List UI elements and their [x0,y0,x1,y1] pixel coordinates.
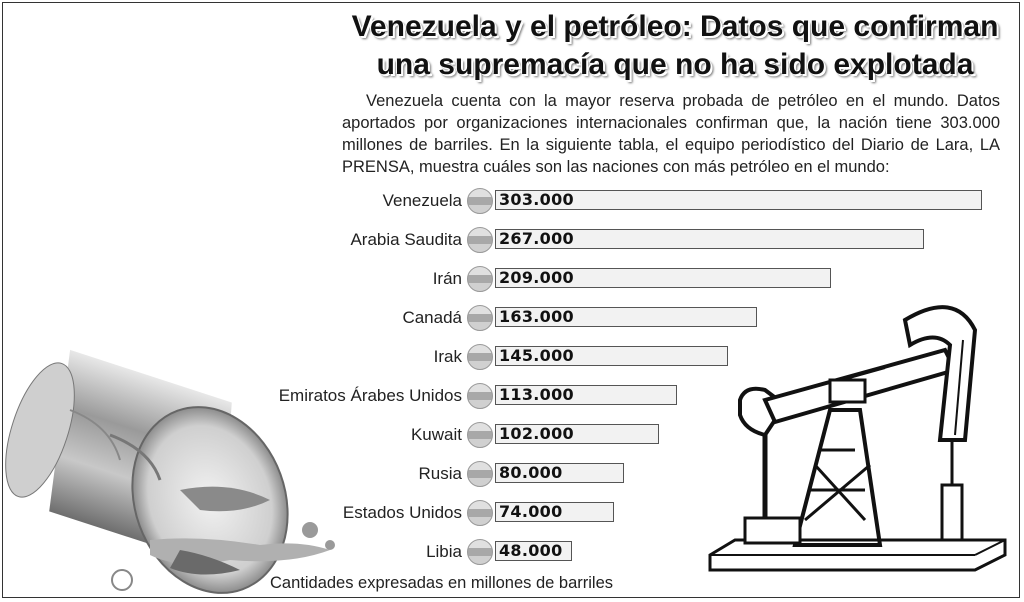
country-flag-icon [467,500,493,526]
reserve-value-label: 102.000 [499,424,574,443]
title-line-1: Venezuela y el petróleo: Datos que confi… [351,10,999,43]
title-line-2: una supremacía que no ha sido explotada [376,48,974,81]
reserve-value-label: 113.000 [499,385,574,404]
country-label: Arabia Saudita [350,230,462,249]
reserve-bar [495,502,614,522]
reserve-bar [495,346,728,366]
country-flag-icon [467,266,493,292]
country-label: Rusia [418,464,462,483]
intro-paragraph: Venezuela cuenta con la mayor reserva pr… [342,92,1000,176]
country-label: Libia [426,542,462,561]
reserve-value-label: 163.000 [499,307,574,326]
country-flag-icon [467,383,493,409]
country-label: Venezuela [382,191,462,210]
units-footnote: Cantidades expresadas en millones de bar… [270,574,614,592]
page-title: Venezuela y el petróleo: Datos que confi… [330,8,1020,84]
reserve-bar [495,463,624,483]
country-flag-icon [467,305,493,331]
country-label: Kuwait [410,425,462,444]
reserve-value-label: 145.000 [499,346,574,365]
country-flag-icon [467,227,493,253]
country-flag-icon [467,344,493,370]
reserve-value-label: 74.000 [499,502,563,521]
reserve-value-label: 303.000 [499,190,574,209]
country-label: Irak [433,347,462,366]
oil-barrel-illustration [5,349,335,594]
reserve-value-label: 80.000 [499,463,563,482]
country-flag-icon [467,461,493,487]
reserve-bar [495,424,659,444]
reserve-bar [495,541,572,561]
country-label: Canadá [402,308,462,327]
reserve-bar [495,307,757,327]
country-label: Emiratos Árabes Unidos [278,386,462,405]
reserve-value-label: 267.000 [499,229,574,248]
reserve-bar [495,268,831,288]
country-flag-icon [467,422,493,448]
reserve-value-label: 48.000 [499,541,563,560]
reserve-value-label: 209.000 [499,268,574,287]
reserve-bar [495,385,677,405]
country-flag-icon [467,539,493,565]
reserve-bar [495,229,924,249]
oil-pumpjack-illustration [708,305,1007,572]
country-flag-icon [467,188,493,214]
country-label: Estados Unidos [342,503,462,522]
reserve-bar [495,190,982,210]
country-label: Irán [432,269,462,288]
